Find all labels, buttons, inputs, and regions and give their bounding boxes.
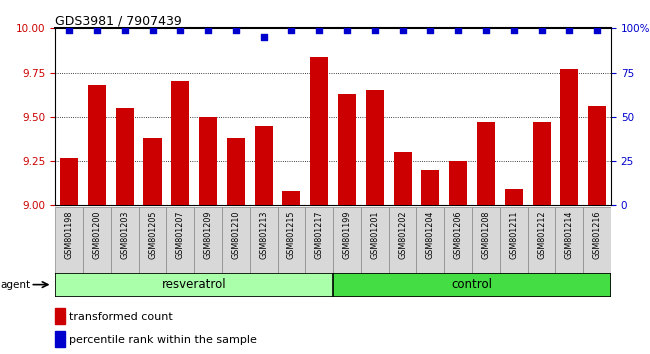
- Text: GSM801212: GSM801212: [537, 210, 546, 259]
- Point: [536, 27, 547, 33]
- Text: GSM801216: GSM801216: [593, 210, 602, 259]
- Text: GSM801211: GSM801211: [509, 210, 518, 259]
- Bar: [194, 207, 222, 273]
- Text: GSM801207: GSM801207: [176, 210, 185, 259]
- Text: resveratrol: resveratrol: [162, 278, 226, 291]
- Text: agent: agent: [0, 280, 30, 290]
- Text: GSM801200: GSM801200: [92, 210, 101, 259]
- Point: [592, 27, 603, 33]
- Text: transformed count: transformed count: [69, 312, 173, 322]
- Bar: [555, 207, 583, 273]
- Bar: [250, 207, 278, 273]
- Text: GSM801205: GSM801205: [148, 210, 157, 259]
- Bar: [55, 331, 65, 348]
- Point: [314, 27, 324, 33]
- Bar: [310, 57, 328, 205]
- Point: [148, 27, 158, 33]
- Point: [342, 27, 352, 33]
- Text: control: control: [452, 278, 493, 291]
- Bar: [138, 207, 166, 273]
- Text: GSM801206: GSM801206: [454, 210, 463, 259]
- Bar: [55, 308, 65, 324]
- Bar: [421, 170, 439, 205]
- Bar: [333, 273, 611, 297]
- Point: [286, 27, 296, 33]
- Bar: [445, 207, 472, 273]
- Point: [453, 27, 463, 33]
- Point: [481, 27, 491, 33]
- Point: [120, 27, 130, 33]
- Bar: [166, 207, 194, 273]
- Bar: [227, 138, 245, 205]
- Text: GSM801213: GSM801213: [259, 210, 268, 259]
- Bar: [583, 207, 611, 273]
- Bar: [532, 122, 551, 205]
- Text: GSM801201: GSM801201: [370, 210, 380, 259]
- Bar: [83, 207, 111, 273]
- Bar: [500, 207, 528, 273]
- Text: GSM801204: GSM801204: [426, 210, 435, 259]
- Text: GSM801198: GSM801198: [64, 210, 73, 259]
- Text: GSM801203: GSM801203: [120, 210, 129, 259]
- Bar: [60, 158, 78, 205]
- Bar: [306, 207, 333, 273]
- Text: GSM801215: GSM801215: [287, 210, 296, 259]
- Bar: [449, 161, 467, 205]
- Text: GSM801214: GSM801214: [565, 210, 574, 259]
- Point: [203, 27, 213, 33]
- Text: GSM801217: GSM801217: [315, 210, 324, 259]
- Bar: [560, 69, 578, 205]
- Text: percentile rank within the sample: percentile rank within the sample: [69, 335, 257, 345]
- Bar: [393, 152, 411, 205]
- Bar: [116, 108, 134, 205]
- Point: [64, 27, 74, 33]
- Bar: [199, 117, 217, 205]
- Point: [175, 27, 185, 33]
- Point: [425, 27, 436, 33]
- Point: [259, 34, 269, 40]
- Bar: [88, 85, 106, 205]
- Point: [564, 27, 575, 33]
- Bar: [333, 207, 361, 273]
- Bar: [528, 207, 556, 273]
- Point: [92, 27, 102, 33]
- Bar: [55, 207, 83, 273]
- Bar: [338, 94, 356, 205]
- Bar: [278, 207, 306, 273]
- Bar: [222, 207, 250, 273]
- Bar: [417, 207, 445, 273]
- Bar: [504, 189, 523, 205]
- Text: GSM801202: GSM801202: [398, 210, 407, 259]
- Bar: [282, 191, 300, 205]
- Point: [370, 27, 380, 33]
- Bar: [111, 207, 138, 273]
- Bar: [144, 138, 162, 205]
- Point: [508, 27, 519, 33]
- Bar: [588, 106, 606, 205]
- Bar: [171, 81, 189, 205]
- Text: GDS3981 / 7907439: GDS3981 / 7907439: [55, 14, 182, 27]
- Point: [397, 27, 408, 33]
- Bar: [366, 90, 384, 205]
- Bar: [255, 126, 273, 205]
- Text: GSM801199: GSM801199: [343, 210, 352, 259]
- Bar: [389, 207, 417, 273]
- Text: GSM801210: GSM801210: [231, 210, 240, 259]
- Bar: [55, 273, 333, 297]
- Bar: [361, 207, 389, 273]
- Text: GSM801209: GSM801209: [203, 210, 213, 259]
- Bar: [472, 207, 500, 273]
- Bar: [477, 122, 495, 205]
- Text: GSM801208: GSM801208: [482, 210, 491, 259]
- Point: [231, 27, 241, 33]
